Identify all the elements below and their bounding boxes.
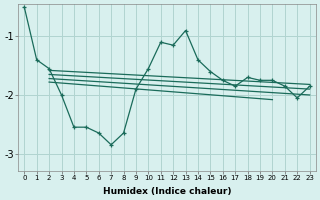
X-axis label: Humidex (Indice chaleur): Humidex (Indice chaleur) bbox=[103, 187, 231, 196]
